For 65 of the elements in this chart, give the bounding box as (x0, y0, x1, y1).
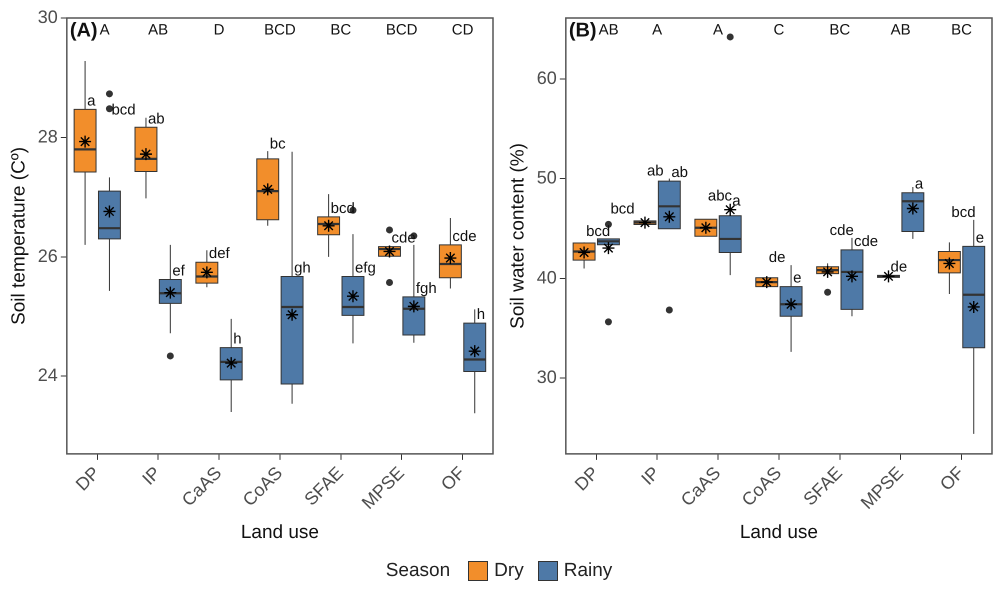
annotation: A (652, 22, 662, 39)
text: bcd (586, 222, 610, 240)
annotation: A (100, 22, 110, 39)
y-tick-label: 40 (536, 267, 557, 288)
annotation: AB (890, 22, 911, 39)
x-tick-label: DP (72, 462, 104, 495)
text: bcd (951, 204, 976, 221)
text: bcd (610, 200, 635, 218)
text: de (890, 258, 908, 276)
x-tick-label: OF (936, 462, 968, 495)
text: a (87, 92, 96, 110)
y-tick-label: 26 (38, 246, 58, 266)
legend-title: Season (386, 560, 450, 582)
y-tick-label: 50 (536, 168, 557, 188)
y-tick-label: 30 (38, 6, 58, 27)
annotation: CD (452, 22, 474, 39)
annotation: BC (330, 22, 352, 39)
text: ab (148, 110, 165, 128)
text: gh (294, 260, 311, 277)
annotation: D (214, 22, 225, 39)
x-tick-label: IP (138, 462, 164, 489)
y-tick-label: 24 (38, 365, 58, 386)
text: abc (708, 188, 732, 205)
x-axis-title: Land use (240, 522, 320, 543)
text: ab (671, 164, 688, 182)
text: bc (270, 136, 286, 153)
annotation: AB (148, 22, 168, 39)
text: bcd (111, 102, 136, 119)
y-axis-title: Soil temperature (Cº) (8, 146, 30, 325)
text: bcd (330, 200, 355, 217)
y-tick-label: 28 (38, 126, 58, 146)
annotation: C (773, 22, 784, 39)
legend-label: Dry (494, 560, 524, 582)
annotation: BC (951, 22, 972, 39)
text: cde (854, 232, 878, 250)
text: ab (646, 162, 664, 180)
text: cde (830, 222, 854, 239)
x-axis-title: Land use (740, 522, 818, 543)
x-tick-label: OF (437, 462, 469, 495)
annotation: (A) (70, 20, 98, 42)
annotation: BC (829, 22, 850, 39)
legend-label: Rainy (564, 560, 612, 582)
y-tick-label: 60 (536, 68, 557, 88)
text: ef (172, 262, 185, 280)
y-axis-title: Soil water content (%) (508, 143, 529, 329)
text: cde (452, 228, 477, 245)
text: a (732, 192, 741, 210)
text: a (914, 176, 924, 193)
annotation: A (713, 22, 724, 39)
annotation: BCD (264, 22, 296, 39)
text: de (768, 249, 786, 266)
annotation: AB (598, 22, 619, 39)
annotation: BCD (386, 22, 418, 39)
x-tick-label: IP (637, 462, 664, 489)
y-tick-label: 30 (536, 367, 557, 388)
text: fgh (416, 280, 437, 297)
annotation: (B) (568, 20, 597, 42)
text: def (208, 245, 230, 262)
text: cde (392, 230, 416, 247)
text: e (976, 229, 984, 246)
text: h (476, 306, 486, 324)
text: efg (354, 260, 376, 277)
text: h (233, 330, 242, 348)
text: e (793, 270, 802, 287)
x-tick-label: DP (570, 462, 603, 495)
